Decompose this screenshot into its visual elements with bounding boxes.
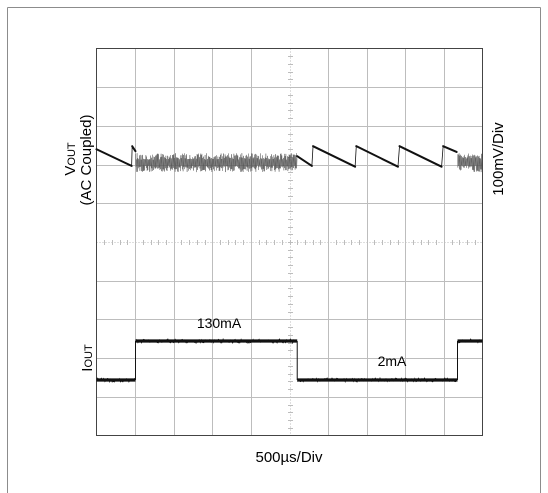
- vout-trace-jump: [441, 145, 444, 168]
- iout-trace-noise: [296, 376, 458, 384]
- iout-trace-noise: [135, 337, 297, 344]
- horizontal-scale-label: 500µs/Div: [255, 449, 323, 466]
- plot-traces: [95, 145, 483, 384]
- iout-label-main: I: [79, 368, 96, 372]
- iout-trace-noise: [96, 377, 136, 383]
- figure-frame: [7, 7, 541, 493]
- vout-trace-jump: [397, 145, 400, 168]
- graticule: [96, 48, 483, 436]
- vout-trace-ramp: [131, 145, 137, 153]
- vout-label-subscript: OUT: [66, 142, 78, 166]
- vout-trace-ramp: [296, 155, 313, 167]
- iout-low-level-label: 2mA: [378, 353, 407, 369]
- vout-trace-ramp: [355, 145, 399, 168]
- vout-trace-ramp: [398, 145, 443, 168]
- vout-axis-label: VOUT: [62, 142, 79, 176]
- iout-axis-label: IOUT: [79, 344, 96, 372]
- iout-trace-noise: [457, 338, 482, 344]
- vout-trace-ramp: [442, 145, 458, 153]
- vout-trace-ramp: [95, 148, 133, 167]
- vertical-scale-label: 100mV/Div: [490, 122, 507, 196]
- iout-high-level-label: 130mA: [197, 315, 242, 331]
- vout-noise-band: [457, 153, 483, 173]
- vout-trace-jump: [354, 145, 357, 168]
- vout-trace-jump: [311, 145, 314, 167]
- iout-label-subscript: OUT: [83, 344, 95, 368]
- vout-trace-ramp: [312, 145, 357, 168]
- graticule-border: [96, 48, 483, 436]
- vout-coupling-note: (AC Coupled): [78, 115, 95, 206]
- vout-noise-band: [135, 153, 298, 173]
- vout-label-main: V: [62, 166, 79, 176]
- vout-trace-jump: [131, 145, 133, 167]
